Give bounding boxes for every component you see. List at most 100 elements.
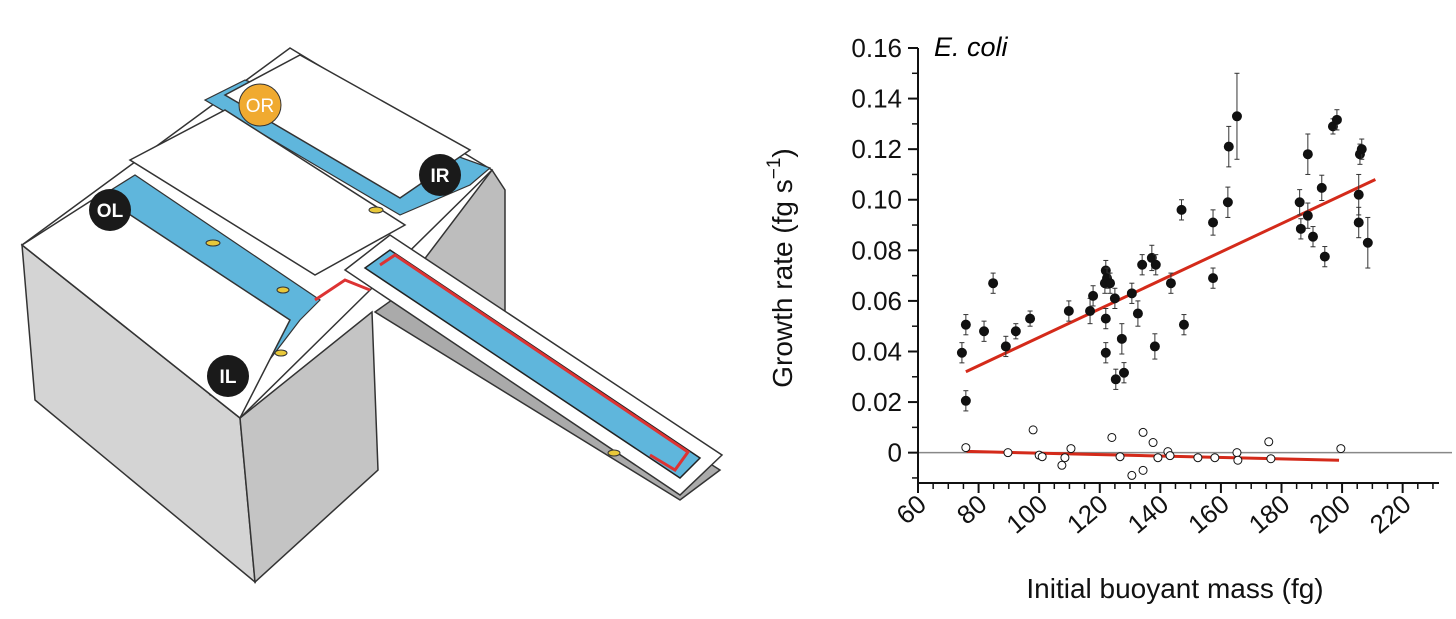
data-point <box>1353 189 1364 200</box>
data-point <box>1208 273 1219 284</box>
data-point <box>1356 144 1367 155</box>
flow-arrow <box>314 278 371 302</box>
data-point <box>1336 444 1346 454</box>
data-point <box>1302 210 1313 221</box>
port-marker <box>207 355 249 397</box>
data-point <box>1150 259 1161 270</box>
data-point <box>1085 306 1096 317</box>
data-point <box>1003 448 1013 458</box>
y-tick-label: 0.04 <box>851 336 902 366</box>
data-point <box>1037 452 1047 462</box>
data-point <box>1116 333 1127 344</box>
cell <box>607 449 621 457</box>
data-point <box>1115 452 1125 462</box>
x-tick-label: 80 <box>951 489 992 531</box>
data-point <box>1193 453 1203 463</box>
data-point <box>1028 425 1038 435</box>
data-point <box>1266 454 1276 464</box>
data-point <box>1176 204 1187 215</box>
y-tick-label: 0.08 <box>851 235 902 265</box>
data-point <box>988 278 999 289</box>
port-marker <box>89 189 131 231</box>
data-point <box>1331 114 1342 125</box>
x-tick-label: 180 <box>1243 489 1296 540</box>
y-tick-label: 0.14 <box>851 84 902 114</box>
y-tick-label: 0 <box>888 438 902 468</box>
x-tick-label: 60 <box>890 489 931 531</box>
data-point <box>1063 306 1074 317</box>
x-tick-label: 120 <box>1061 489 1114 540</box>
data-point <box>1066 444 1076 454</box>
x-tick-label: 160 <box>1182 489 1235 540</box>
data-point <box>1137 259 1148 270</box>
data-point <box>1000 341 1011 352</box>
x-tick-label: 200 <box>1303 489 1356 540</box>
cell <box>276 286 290 294</box>
fit-line <box>966 449 1340 462</box>
y-tick-label: 0.12 <box>851 134 902 164</box>
middle-block <box>128 109 407 276</box>
data-point <box>1210 453 1220 463</box>
data-point <box>1232 448 1242 458</box>
data-point <box>1138 465 1148 475</box>
data-point <box>1057 460 1067 470</box>
cell <box>368 206 384 214</box>
y-tick-label: 0.02 <box>851 387 902 417</box>
y-tick-label: 0.06 <box>851 286 902 316</box>
data-point <box>1025 313 1036 324</box>
data-point <box>1127 470 1137 480</box>
y-axis-title-end: ) <box>767 148 798 157</box>
data-point <box>1100 313 1111 324</box>
flow-arrow <box>379 253 691 472</box>
data-point <box>1149 341 1160 352</box>
data-point <box>1109 293 1120 304</box>
data-point <box>1264 437 1274 447</box>
data-point <box>956 347 967 358</box>
device-diagram: OL OR IL IR <box>20 47 724 584</box>
data-point <box>1316 182 1327 193</box>
data-point <box>1010 326 1021 337</box>
data-point <box>1294 197 1305 208</box>
data-point <box>1223 141 1234 152</box>
data-point <box>960 395 971 406</box>
top-block <box>223 54 472 199</box>
data-point <box>1107 432 1117 442</box>
data-point <box>1362 237 1373 248</box>
arm-channel <box>363 249 702 479</box>
data-point <box>1165 451 1175 461</box>
data-point <box>1208 217 1219 228</box>
data-point <box>960 319 971 330</box>
cell <box>205 239 221 247</box>
data-point <box>1319 251 1330 262</box>
base-face-front <box>239 310 379 584</box>
port-label: IR <box>431 166 450 187</box>
data-point <box>1353 217 1364 228</box>
data-point <box>1153 453 1163 463</box>
data-point <box>1307 231 1318 242</box>
data-point <box>1100 347 1111 358</box>
port-label: IL <box>220 367 237 388</box>
data-point <box>1110 374 1121 385</box>
y-axis-title-text: Growth rate (fg s <box>767 179 798 388</box>
data-point <box>1302 149 1313 160</box>
data-point <box>1222 197 1233 208</box>
data-point <box>1060 453 1070 463</box>
y-tick-label: 0.10 <box>851 185 902 215</box>
y-axis-title-sup: −1 <box>764 158 785 180</box>
port-label: OL <box>97 201 124 222</box>
port-label: OR <box>246 96 275 117</box>
x-tick-label: 100 <box>1000 489 1053 540</box>
x-tick-label: 140 <box>1122 489 1175 540</box>
data-point <box>1088 290 1099 301</box>
data-point <box>1231 111 1242 122</box>
x-axis-title: Initial buoyant mass (fg) <box>1026 573 1323 604</box>
annotation: E. coli <box>934 32 1009 62</box>
port-marker <box>238 83 282 127</box>
data-point <box>1126 288 1137 299</box>
data-point <box>1148 438 1158 448</box>
data-point <box>1295 223 1306 234</box>
data-point <box>1105 278 1116 289</box>
cell <box>274 349 288 357</box>
